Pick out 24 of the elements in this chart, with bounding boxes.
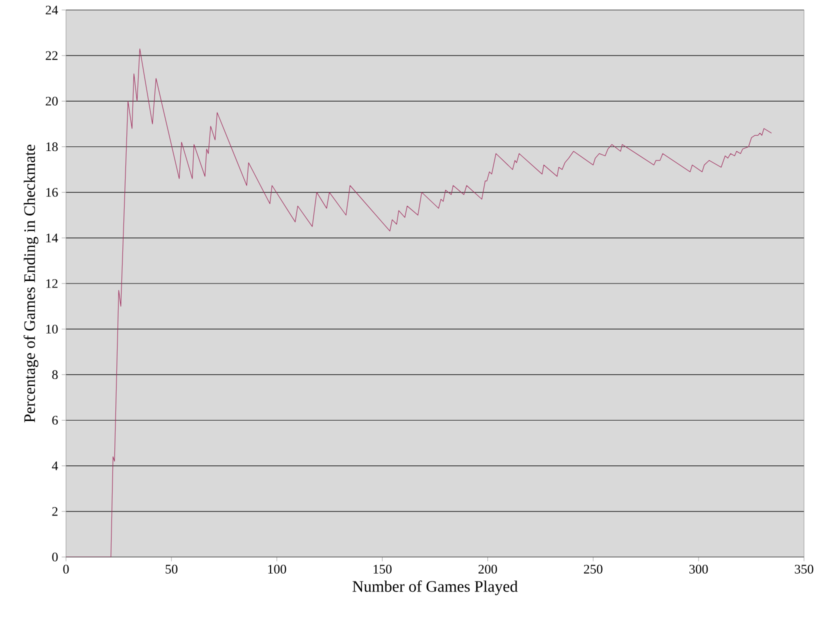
x-tick-label: 350 — [794, 564, 814, 574]
y-tick-label: 20 — [46, 96, 58, 106]
y-tick-label: 14 — [46, 234, 58, 242]
x-tick-label: 0 — [63, 564, 69, 574]
x-tick-label: 100 — [268, 564, 286, 574]
y-tick-label: 24 — [46, 6, 58, 14]
line-series — [66, 48, 772, 557]
y-tick-label: 6 — [52, 416, 58, 425]
x-tick-label: 300 — [689, 564, 708, 574]
x-tick-label: 250 — [584, 564, 602, 574]
y-tick-label: 0 — [52, 552, 58, 562]
y-tick-label: 8 — [52, 370, 58, 380]
y-tick-label: 18 — [46, 142, 58, 152]
x-axis-title: Number of Games Played — [352, 580, 518, 596]
y-tick-label: 16 — [46, 188, 58, 197]
x-tick-label: 50 — [166, 564, 178, 574]
y-tick-label: 12 — [46, 279, 58, 288]
y-tick-label: 22 — [46, 51, 58, 60]
y-tick-label: 10 — [46, 324, 58, 334]
y-tick-label: 4 — [52, 462, 58, 470]
y-axis-title: Percentage of Games Ending in Checkmate — [24, 144, 38, 422]
y-tick-label: 2 — [52, 507, 58, 516]
x-tick-label: 200 — [478, 564, 497, 574]
x-tick-label: 150 — [374, 564, 392, 574]
